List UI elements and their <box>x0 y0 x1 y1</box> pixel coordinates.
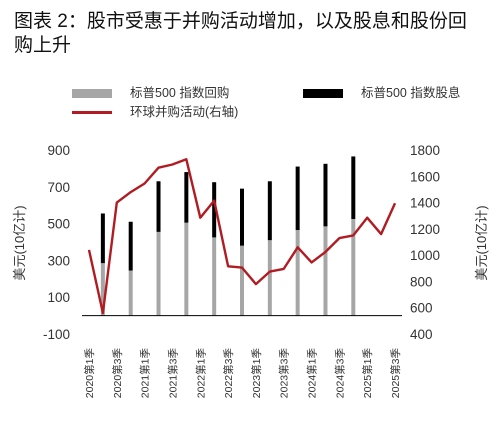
y-axis-label-right: 美元(10亿计) <box>474 205 489 280</box>
y-left-tick-label: -100 <box>43 327 70 342</box>
x-tick-label: 2020第1季 <box>83 348 96 399</box>
y-right-tick-label: 400 <box>410 327 433 342</box>
bar-buyback <box>351 219 356 316</box>
x-tick-label: 2023第1季 <box>250 348 263 399</box>
bar-dividend <box>323 163 328 227</box>
y-right-tick-label: 800 <box>410 274 433 289</box>
bar-dividend <box>184 172 189 223</box>
legend-label-mna: 环球并购活动(右轴) <box>130 105 239 119</box>
legend-label-buyback: 标普500 指数回购 <box>130 86 230 100</box>
x-tick-label: 2021第1季 <box>139 348 152 399</box>
bar-buyback <box>184 222 189 316</box>
y-right-tick-label: 1800 <box>410 143 440 158</box>
y-left-tick-label: 700 <box>47 180 70 195</box>
bar-buyback <box>295 230 300 316</box>
bar-dividend <box>212 182 217 238</box>
bar-dividend <box>156 181 161 232</box>
bar-buyback <box>240 245 244 316</box>
bar-buyback <box>156 231 161 316</box>
chart-title: 图表 2：股市受惠于并购活动增加，以及股息和股份回购上升 <box>14 11 467 56</box>
x-tick-label: 2022第1季 <box>194 348 207 399</box>
x-tick-label: 2022第3季 <box>222 348 235 399</box>
x-tick-label: 2025第1季 <box>361 348 374 399</box>
y-right-tick-label: 1200 <box>410 222 440 237</box>
y-left-tick-label: 500 <box>47 217 70 232</box>
bar-dividend <box>240 188 244 246</box>
bar-buyback <box>212 237 217 316</box>
x-tick-label: 2025第3季 <box>389 348 402 399</box>
bar-buyback <box>323 226 328 316</box>
x-tick-label: 2023第3季 <box>278 348 291 399</box>
legend-label-dividend: 标普500 指数股息 <box>361 86 461 100</box>
y-left-tick-label: 300 <box>47 253 70 268</box>
y-right-tick-label: 1000 <box>410 248 440 263</box>
bar-buyback <box>128 270 133 316</box>
y-right-tick-label: 1400 <box>410 196 440 211</box>
x-tick-label: 2021第3季 <box>166 348 179 399</box>
bar-dividend <box>295 166 300 231</box>
bar-dividend <box>128 221 133 271</box>
bar-dividend <box>351 156 356 219</box>
x-tick-label: 2024第1季 <box>306 348 319 399</box>
mna-line <box>87 157 397 315</box>
bar-buyback <box>100 263 105 316</box>
y-left-tick-label: 100 <box>47 290 70 305</box>
legend-swatch-dividend <box>303 89 343 98</box>
bar-dividend <box>100 213 105 264</box>
legend-swatch-mna <box>72 111 112 114</box>
bar-buyback <box>267 240 272 316</box>
y-right-tick-label: 1600 <box>410 169 440 184</box>
bar-dividend <box>267 181 272 241</box>
x-tick-label: 2020第3季 <box>111 348 124 399</box>
y-right-tick-label: 600 <box>410 301 433 316</box>
x-tick-label: 2024第3季 <box>333 348 346 399</box>
y-left-tick-label: 900 <box>47 143 70 158</box>
y-axis-label-left: 美元(10亿计) <box>12 205 27 280</box>
legend-swatch-buyback <box>72 89 112 98</box>
